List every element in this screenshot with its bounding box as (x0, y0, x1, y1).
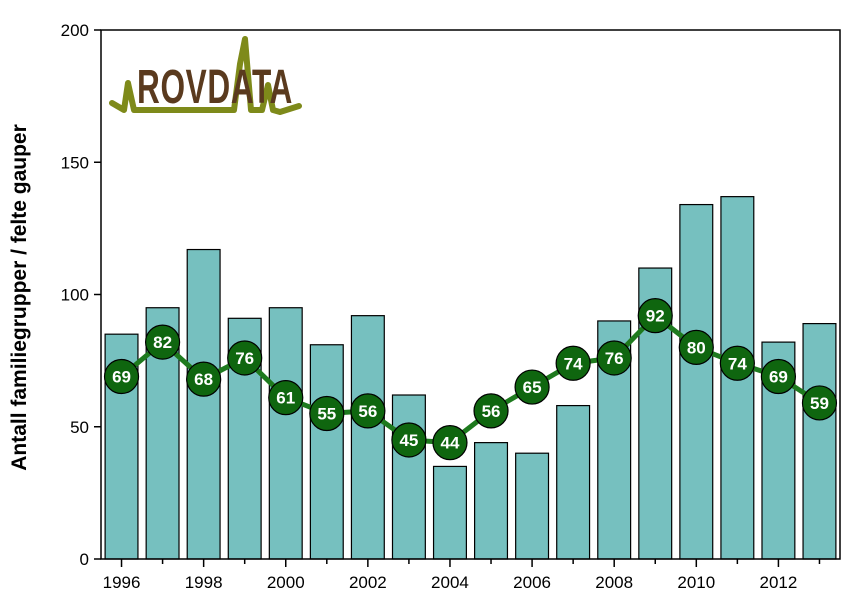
line-marker-2008 (596, 340, 632, 376)
x-tick-label-2012: 2012 (760, 573, 798, 592)
bar-2006 (515, 452, 550, 560)
line-marker-2009 (637, 298, 673, 334)
line-marker-2001 (309, 395, 345, 432)
bar-series (104, 196, 837, 560)
y-tick-label-0: 0 (80, 550, 89, 569)
bar-2001 (309, 344, 344, 560)
line-marker-2006 (514, 369, 550, 405)
data-label-2008: 76 (605, 349, 624, 368)
line-marker-2011 (719, 345, 755, 381)
y-tick-label-100: 100 (61, 286, 89, 305)
bar-2007 (556, 404, 591, 560)
data-label-2002: 56 (358, 402, 377, 421)
line-marker-2004 (432, 425, 468, 461)
line-marker-2003 (391, 422, 427, 458)
x-tick-label-2010: 2010 (677, 573, 715, 592)
x-tick-label-1996: 1996 (103, 573, 141, 592)
x-tick-label-2004: 2004 (431, 573, 469, 592)
line-marker-2012 (760, 358, 797, 395)
x-tick-label-2006: 2006 (513, 573, 551, 592)
x-tick-label-2008: 2008 (595, 573, 633, 592)
y-tick-label-50: 50 (70, 418, 89, 437)
line-marker-2013 (801, 385, 838, 421)
data-label-1996: 69 (112, 367, 131, 386)
logo-text: ROVDATA (137, 61, 293, 114)
line-marker-2010 (678, 329, 714, 365)
y-tick-label-200: 200 (61, 21, 89, 40)
bar-1998 (186, 248, 221, 560)
data-label-2010: 80 (687, 338, 706, 357)
y-axis-label: Antall familiegrupper / felte gauper (8, 124, 31, 471)
data-label-2006: 65 (523, 378, 542, 397)
line-marker-1998 (186, 361, 222, 397)
line-series: 69 82 68 76 61 55 56 45 44 56 65 74 76 92 80 74 69 59 (103, 298, 838, 461)
axes: 0 50 100 150 200 1996 1998 2000 2002 2004 2006 2008… (8, 21, 841, 592)
logo-pulse-line (109, 36, 302, 115)
line-marker-2000 (268, 380, 304, 416)
data-label-2013: 59 (810, 394, 829, 413)
data-label-2011: 74 (728, 354, 747, 373)
data-label-2005: 56 (482, 402, 501, 421)
bar-2010 (679, 203, 714, 560)
x-tick-label-2000: 2000 (267, 573, 305, 592)
bar-2000 (268, 307, 303, 560)
data-label-1998: 68 (194, 370, 213, 389)
bar-2002 (350, 315, 385, 560)
line-marker-1997 (144, 324, 181, 360)
data-label-2004: 44 (441, 434, 460, 453)
bar-2003 (391, 394, 426, 560)
bar-2013 (802, 322, 837, 560)
x-tick-label-2002: 2002 (349, 573, 387, 592)
data-label-2009: 92 (646, 307, 665, 326)
line-path (119, 313, 821, 446)
data-label-2007: 74 (564, 354, 583, 373)
data-label-2003: 45 (399, 431, 418, 450)
data-label-1997: 82 (153, 333, 172, 352)
data-label-2001: 55 (317, 405, 336, 424)
line-marker-2005 (473, 393, 509, 429)
line-marker-1996 (103, 358, 140, 395)
rovdata-logo: ROVDATA (109, 36, 302, 115)
data-label-1999: 76 (235, 349, 254, 368)
line-marker-1999 (227, 340, 263, 376)
bar-2004 (432, 465, 467, 560)
line-marker-2007 (555, 345, 591, 381)
line-marker-2002 (350, 393, 386, 429)
bar-2005 (474, 442, 509, 560)
data-label-2012: 69 (769, 367, 788, 386)
x-tick-label-1998: 1998 (185, 573, 223, 592)
data-label-2000: 61 (276, 389, 295, 408)
y-tick-label-150: 150 (61, 153, 89, 172)
